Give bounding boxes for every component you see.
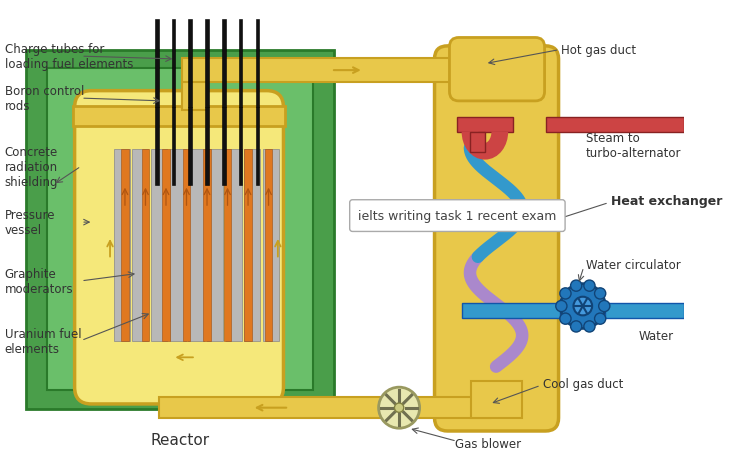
Bar (121, 150, 129, 341)
Circle shape (594, 288, 605, 299)
Bar (462, 304, 561, 318)
Text: Water: Water (638, 330, 674, 343)
Text: Boron control
rods: Boron control rods (4, 85, 84, 113)
Circle shape (584, 280, 595, 292)
Circle shape (560, 313, 571, 325)
Text: Uranium fuel
elements: Uranium fuel elements (4, 327, 81, 355)
Bar (244, 150, 251, 341)
Bar (183, 150, 191, 341)
Circle shape (599, 301, 610, 312)
Bar (205, 20, 209, 108)
Circle shape (570, 280, 582, 292)
Bar (73, 106, 285, 127)
Bar (188, 150, 205, 341)
Bar (172, 108, 175, 186)
Bar (151, 150, 167, 341)
Bar (222, 108, 226, 186)
FancyBboxPatch shape (449, 39, 545, 102)
Bar (239, 108, 243, 186)
Bar (470, 132, 485, 153)
Circle shape (570, 321, 582, 332)
Text: Steam to
turbo-alternator: Steam to turbo-alternator (586, 131, 681, 159)
Circle shape (378, 387, 419, 428)
Bar (256, 108, 259, 186)
Bar (133, 150, 148, 341)
Text: Concrete
radiation
shielding: Concrete radiation shielding (4, 145, 58, 188)
Bar (205, 108, 209, 186)
Circle shape (573, 297, 592, 316)
Bar (224, 150, 231, 341)
Bar (265, 150, 272, 341)
Circle shape (556, 301, 567, 312)
Circle shape (594, 313, 605, 325)
Bar (182, 59, 485, 83)
FancyBboxPatch shape (435, 47, 559, 431)
Bar (459, 59, 535, 71)
Bar (263, 150, 279, 341)
Bar (605, 304, 683, 318)
Bar (172, 20, 175, 108)
Bar (222, 20, 226, 108)
Bar (114, 150, 130, 341)
Text: Charge tubes for
loading fuel elements: Charge tubes for loading fuel elements (4, 43, 133, 71)
Bar (207, 150, 223, 341)
Bar (141, 150, 150, 341)
Text: Pressure
vessel: Pressure vessel (4, 208, 55, 237)
Bar (182, 60, 208, 111)
Circle shape (584, 321, 595, 332)
Bar (471, 381, 522, 418)
Bar (188, 108, 192, 186)
Text: Cool gas duct: Cool gas duct (542, 377, 623, 390)
Text: Heat exchanger: Heat exchanger (611, 195, 722, 208)
Circle shape (394, 403, 404, 413)
Bar (155, 20, 158, 108)
Text: Gas blower: Gas blower (455, 436, 521, 450)
FancyBboxPatch shape (75, 91, 284, 404)
Bar (162, 150, 170, 341)
Text: Water circulator: Water circulator (586, 258, 680, 271)
Bar (170, 150, 185, 341)
Bar (47, 69, 313, 390)
Bar (226, 150, 241, 341)
Circle shape (561, 284, 605, 329)
Bar (244, 150, 260, 341)
Text: Hot gas duct: Hot gas duct (561, 44, 636, 57)
FancyBboxPatch shape (350, 200, 565, 232)
Bar (239, 20, 243, 108)
Bar (203, 150, 211, 341)
Bar (457, 118, 513, 132)
Text: Graphite
moderators: Graphite moderators (4, 268, 73, 295)
Bar (155, 108, 158, 186)
Bar (188, 20, 192, 108)
Bar (26, 50, 334, 409)
Bar (256, 20, 259, 108)
Bar (158, 397, 490, 418)
Text: ielts writing task 1 recent exam: ielts writing task 1 recent exam (358, 209, 556, 223)
Circle shape (560, 288, 571, 299)
Text: Reactor: Reactor (150, 432, 210, 447)
Bar (545, 118, 683, 132)
